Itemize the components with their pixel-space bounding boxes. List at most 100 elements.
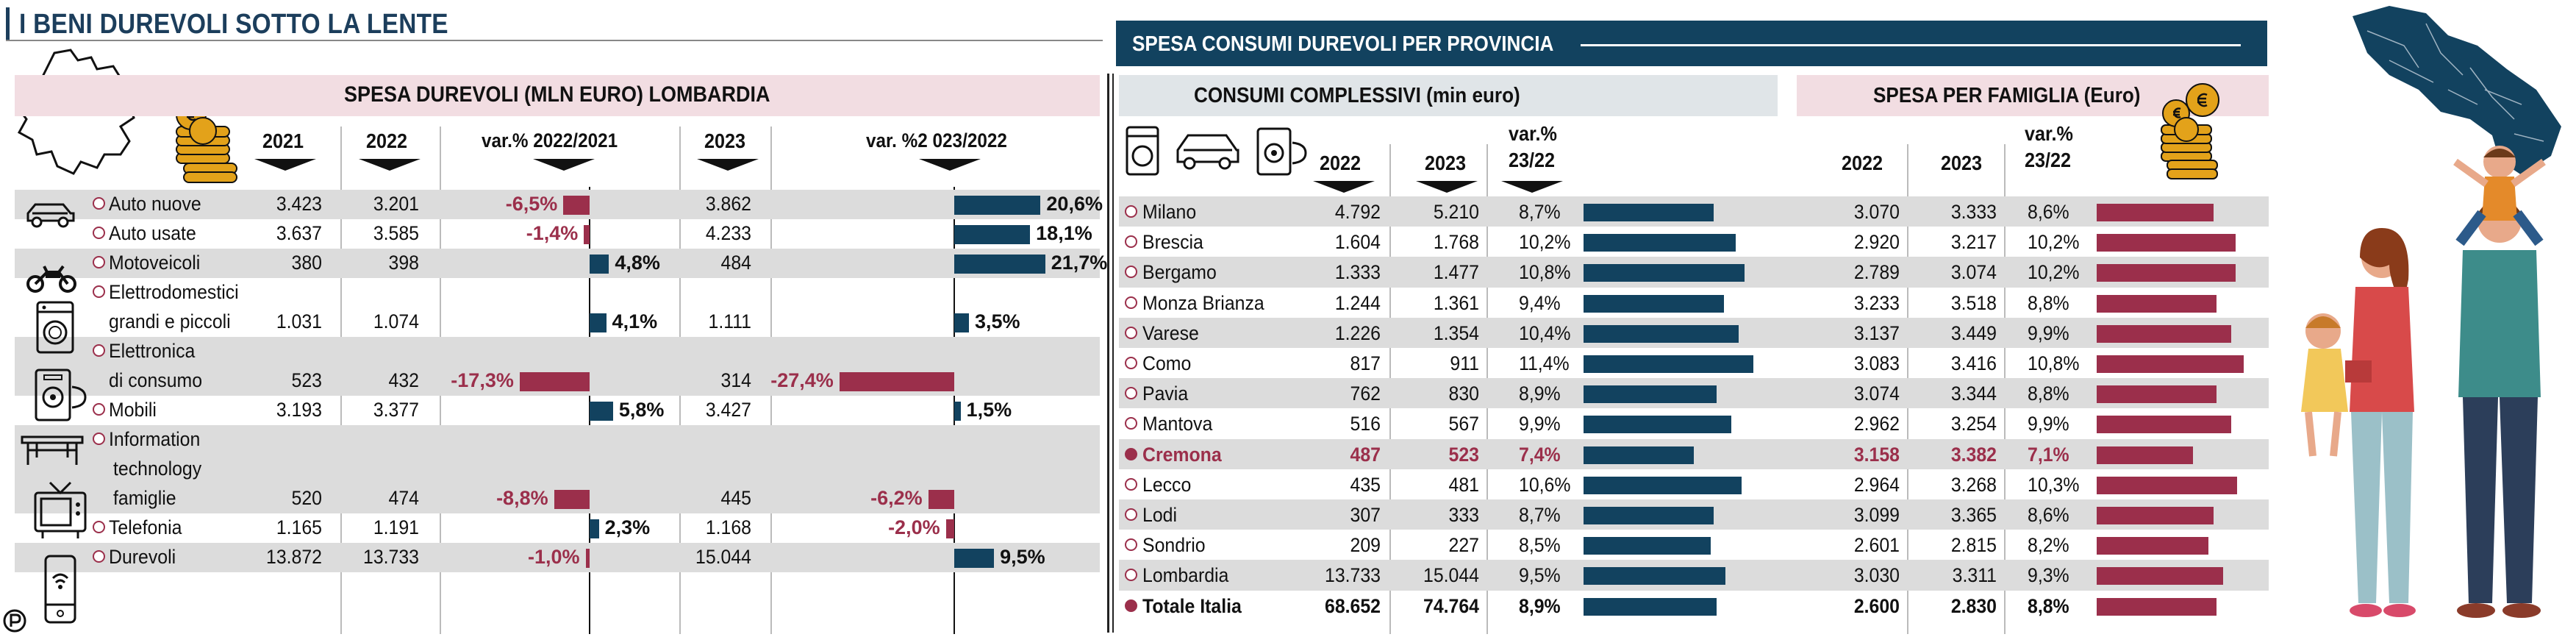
right-cell-f2023: 3.074 [1950, 261, 1997, 284]
right-cell-c2023: 227 [1448, 534, 1479, 557]
left-row-marker [93, 521, 105, 533]
right-row-marker [1125, 235, 1137, 249]
right-cell-f2022: 2.789 [1853, 261, 1900, 284]
left-cell-2022: 474 [388, 487, 419, 509]
left-cell-2021: 1.165 [276, 516, 322, 538]
right-cell-f2023: 2.815 [1950, 534, 1997, 557]
right-cell-c2022: 817 [1350, 352, 1381, 374]
right-cell-c2023: 481 [1448, 473, 1479, 496]
left-var2-label: -2,0% [888, 516, 940, 538]
left-row-label: Information [109, 428, 201, 450]
publisher-logo-icon [3, 609, 26, 633]
right-fvar-bar [2097, 537, 2208, 555]
left-var1-bar [590, 402, 613, 421]
right-cell-fvar: 9,9% [2028, 321, 2069, 344]
tv-icon [34, 481, 87, 538]
right-fvar-bar [2097, 446, 2194, 464]
right-cell-c2023: 567 [1448, 413, 1479, 435]
left-cell-2021: 520 [291, 487, 322, 509]
right-cell-f2023: 3.416 [1950, 352, 1997, 374]
right-cell-fvar: 8,8% [2028, 291, 2069, 314]
title-rule [6, 40, 1103, 41]
right-cvar-bar [1584, 416, 1731, 434]
right-fvar-bar [2097, 597, 2217, 616]
right-cvar-bar [1584, 537, 1711, 555]
right-cell-cvar: 10,8% [1519, 261, 1571, 284]
right-cell-f2022: 3.083 [1853, 352, 1900, 374]
right-row-marker [1125, 417, 1137, 430]
right-cell-cvar: 8,7% [1519, 504, 1561, 526]
left-row-label: famiglie [113, 487, 176, 509]
left-var2-label: 3,5% [974, 310, 1020, 332]
right-cvar-bar [1584, 476, 1742, 494]
left-cell-2022: 3.585 [373, 222, 419, 244]
right-cell-f2023: 3.311 [1952, 564, 1997, 587]
right-cell-f2022: 3.137 [1853, 321, 1900, 344]
left-var2-bar [954, 196, 1041, 215]
right-cvar-bar [1584, 294, 1724, 313]
left-var2-label: -27,4% [770, 369, 834, 391]
left-row-marker [93, 433, 105, 445]
right-row-marker [1125, 508, 1137, 521]
right-fvar-bar [2097, 264, 2236, 282]
right-fvar-bar [2097, 204, 2214, 221]
right-cvar-bar [1584, 355, 1754, 373]
right-cell-c2022: 1.226 [1334, 321, 1381, 344]
left-cell-2023: 4.233 [705, 222, 751, 244]
right-cvar-bar [1584, 385, 1717, 404]
page-title: I BENI DUREVOLI SOTTO LA LENTE [19, 9, 448, 40]
rcol-c2022-arrow [1313, 181, 1375, 193]
right-row-name: Mantova [1142, 413, 1213, 435]
right-cell-fvar: 8,6% [2028, 504, 2069, 526]
right-cell-c2022: 1.604 [1334, 231, 1381, 254]
right-cell-f2023: 3.268 [1950, 473, 1997, 496]
right-fvar-bar [2097, 234, 2236, 252]
left-row-stripe [15, 249, 1100, 278]
col-2021: 2021 [262, 129, 304, 152]
right-cell-c2022: 1.244 [1334, 291, 1381, 314]
right-cell-c2022: 68.652 [1325, 594, 1381, 617]
left-row-label: Durevoli [109, 546, 176, 568]
left-var1-bar [590, 255, 609, 274]
left-band-title: SPESA DUREVOLI (MLN EURO) LOMBARDIA [344, 82, 770, 107]
right-row-marker [1125, 538, 1137, 552]
left-var1-label: 5,8% [618, 399, 665, 421]
left-cell-2021: 3.637 [276, 222, 322, 244]
right-cell-f2023: 2.830 [1950, 594, 1997, 617]
right-cell-f2023: 3.344 [1950, 382, 1997, 405]
left-row-stripe [15, 543, 1100, 572]
right-cell-f2022: 2.601 [1853, 534, 1900, 557]
right-fvar-bar [2097, 507, 2214, 524]
right-cell-c2023: 523 [1448, 443, 1479, 466]
province-map-icon [2353, 6, 2561, 175]
right-cell-cvar: 9,9% [1519, 413, 1561, 435]
right-title: SPESA CONSUMI DUREVOLI PER PROVINCIA [1132, 32, 1554, 56]
right-row-marker [1125, 357, 1137, 369]
left-var2-label: -6,2% [870, 487, 923, 509]
car-icon-small [1176, 134, 1239, 170]
right-cell-c2023: 830 [1448, 382, 1479, 405]
right-fvar-bar [2097, 567, 2224, 586]
right-row-marker [1125, 387, 1137, 400]
left-var1-bar [563, 196, 590, 215]
right-cell-f2023: 3.449 [1950, 321, 1997, 344]
left-row-marker [93, 227, 105, 239]
left-row-label: Auto nuove [109, 193, 201, 215]
left-row-label: Auto usate [109, 222, 196, 244]
rcol-c2022: 2022 [1320, 152, 1362, 174]
left-row-marker [93, 285, 105, 298]
right-cvar-bar [1584, 567, 1725, 586]
left-cell-2023: 15.044 [695, 546, 751, 568]
right-fvar-bar [2097, 294, 2217, 313]
right-row-name: Brescia [1142, 231, 1203, 254]
left-var2-bar [954, 313, 969, 332]
left-cell-2023: 3.427 [705, 399, 751, 421]
rcol-cvar-arrow [1501, 181, 1563, 193]
right-cell-fvar: 10,2% [2028, 231, 2080, 254]
right-cell-c2023: 1.768 [1433, 231, 1479, 254]
right-cell-f2023: 3.518 [1950, 291, 1997, 314]
left-var1-bar [519, 372, 590, 391]
right-cvar-bar [1584, 446, 1695, 464]
col-2022-arrow [359, 159, 421, 171]
right-cell-f2022: 2.920 [1853, 231, 1900, 254]
